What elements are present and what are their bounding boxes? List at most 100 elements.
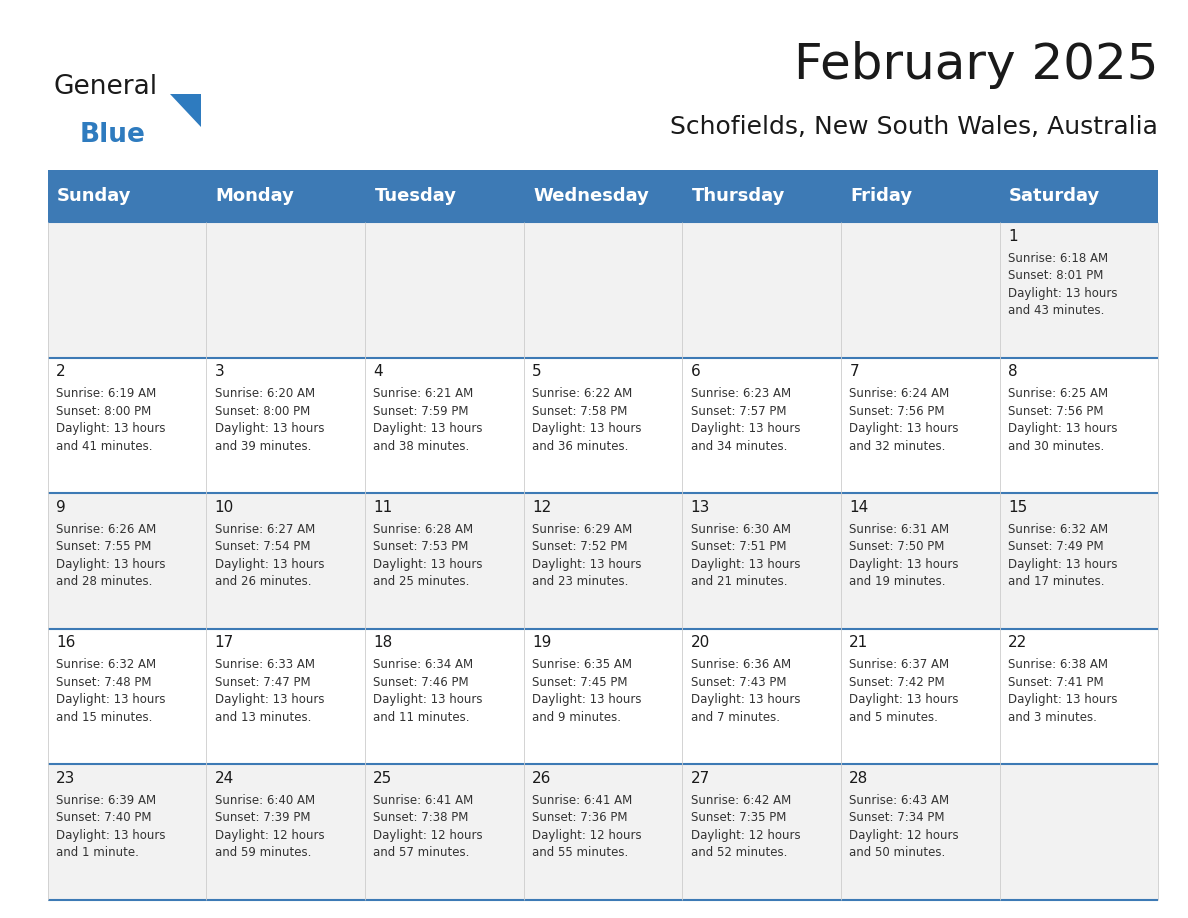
Bar <box>841 629 999 764</box>
Text: Thursday: Thursday <box>691 187 785 205</box>
Text: 22: 22 <box>1007 635 1028 650</box>
Text: Sunrise: 6:23 AM
Sunset: 7:57 PM
Daylight: 13 hours
and 34 minutes.: Sunrise: 6:23 AM Sunset: 7:57 PM Dayligh… <box>690 387 800 453</box>
Bar <box>524 764 682 900</box>
Polygon shape <box>170 94 201 127</box>
Text: Sunrise: 6:19 AM
Sunset: 8:00 PM
Daylight: 13 hours
and 41 minutes.: Sunrise: 6:19 AM Sunset: 8:00 PM Dayligh… <box>56 387 165 453</box>
Bar <box>841 222 999 358</box>
Bar <box>682 629 841 764</box>
Text: Sunrise: 6:18 AM
Sunset: 8:01 PM
Daylight: 13 hours
and 43 minutes.: Sunrise: 6:18 AM Sunset: 8:01 PM Dayligh… <box>1007 252 1118 317</box>
Bar <box>841 764 999 900</box>
Text: Sunrise: 6:31 AM
Sunset: 7:50 PM
Daylight: 13 hours
and 19 minutes.: Sunrise: 6:31 AM Sunset: 7:50 PM Dayligh… <box>849 522 959 588</box>
Text: Sunrise: 6:37 AM
Sunset: 7:42 PM
Daylight: 13 hours
and 5 minutes.: Sunrise: 6:37 AM Sunset: 7:42 PM Dayligh… <box>849 658 959 723</box>
Bar <box>682 493 841 629</box>
Text: Schofields, New South Wales, Australia: Schofields, New South Wales, Australia <box>670 115 1158 139</box>
Bar <box>999 493 1158 629</box>
Bar <box>48 764 207 900</box>
Text: Sunrise: 6:27 AM
Sunset: 7:54 PM
Daylight: 13 hours
and 26 minutes.: Sunrise: 6:27 AM Sunset: 7:54 PM Dayligh… <box>215 522 324 588</box>
Bar <box>999 358 1158 493</box>
Text: 19: 19 <box>532 635 551 650</box>
Bar <box>48 493 207 629</box>
Bar <box>524 358 682 493</box>
Text: Sunrise: 6:32 AM
Sunset: 7:49 PM
Daylight: 13 hours
and 17 minutes.: Sunrise: 6:32 AM Sunset: 7:49 PM Dayligh… <box>1007 522 1118 588</box>
Bar <box>207 222 365 358</box>
Text: 7: 7 <box>849 364 859 379</box>
Text: 13: 13 <box>690 499 710 515</box>
Text: February 2025: February 2025 <box>794 41 1158 89</box>
Text: Sunrise: 6:38 AM
Sunset: 7:41 PM
Daylight: 13 hours
and 3 minutes.: Sunrise: 6:38 AM Sunset: 7:41 PM Dayligh… <box>1007 658 1118 723</box>
Text: Sunrise: 6:34 AM
Sunset: 7:46 PM
Daylight: 13 hours
and 11 minutes.: Sunrise: 6:34 AM Sunset: 7:46 PM Dayligh… <box>373 658 482 723</box>
Bar <box>682 222 841 358</box>
Text: Wednesday: Wednesday <box>533 187 649 205</box>
Text: Sunrise: 6:20 AM
Sunset: 8:00 PM
Daylight: 13 hours
and 39 minutes.: Sunrise: 6:20 AM Sunset: 8:00 PM Dayligh… <box>215 387 324 453</box>
Bar <box>48 170 1158 222</box>
Text: Sunrise: 6:43 AM
Sunset: 7:34 PM
Daylight: 12 hours
and 50 minutes.: Sunrise: 6:43 AM Sunset: 7:34 PM Dayligh… <box>849 793 959 859</box>
Text: Sunrise: 6:40 AM
Sunset: 7:39 PM
Daylight: 12 hours
and 59 minutes.: Sunrise: 6:40 AM Sunset: 7:39 PM Dayligh… <box>215 793 324 859</box>
Bar <box>682 764 841 900</box>
Text: Sunrise: 6:35 AM
Sunset: 7:45 PM
Daylight: 13 hours
and 9 minutes.: Sunrise: 6:35 AM Sunset: 7:45 PM Dayligh… <box>532 658 642 723</box>
Text: Sunrise: 6:21 AM
Sunset: 7:59 PM
Daylight: 13 hours
and 38 minutes.: Sunrise: 6:21 AM Sunset: 7:59 PM Dayligh… <box>373 387 482 453</box>
Text: 9: 9 <box>56 499 65 515</box>
Bar <box>207 764 365 900</box>
Text: Sunrise: 6:36 AM
Sunset: 7:43 PM
Daylight: 13 hours
and 7 minutes.: Sunrise: 6:36 AM Sunset: 7:43 PM Dayligh… <box>690 658 800 723</box>
Text: Sunrise: 6:30 AM
Sunset: 7:51 PM
Daylight: 13 hours
and 21 minutes.: Sunrise: 6:30 AM Sunset: 7:51 PM Dayligh… <box>690 522 800 588</box>
Text: Friday: Friday <box>851 187 912 205</box>
Text: 11: 11 <box>373 499 392 515</box>
Text: Sunrise: 6:26 AM
Sunset: 7:55 PM
Daylight: 13 hours
and 28 minutes.: Sunrise: 6:26 AM Sunset: 7:55 PM Dayligh… <box>56 522 165 588</box>
Text: Monday: Monday <box>216 187 295 205</box>
Text: Sunrise: 6:24 AM
Sunset: 7:56 PM
Daylight: 13 hours
and 32 minutes.: Sunrise: 6:24 AM Sunset: 7:56 PM Dayligh… <box>849 387 959 453</box>
Text: Sunrise: 6:32 AM
Sunset: 7:48 PM
Daylight: 13 hours
and 15 minutes.: Sunrise: 6:32 AM Sunset: 7:48 PM Dayligh… <box>56 658 165 723</box>
Text: Sunrise: 6:29 AM
Sunset: 7:52 PM
Daylight: 13 hours
and 23 minutes.: Sunrise: 6:29 AM Sunset: 7:52 PM Dayligh… <box>532 522 642 588</box>
Bar <box>365 629 524 764</box>
Bar <box>524 629 682 764</box>
Bar <box>524 222 682 358</box>
Text: Saturday: Saturday <box>1009 187 1100 205</box>
Text: Sunrise: 6:28 AM
Sunset: 7:53 PM
Daylight: 13 hours
and 25 minutes.: Sunrise: 6:28 AM Sunset: 7:53 PM Dayligh… <box>373 522 482 588</box>
Bar <box>682 358 841 493</box>
Bar <box>999 629 1158 764</box>
Text: Blue: Blue <box>80 122 145 149</box>
Bar <box>207 358 365 493</box>
Bar <box>48 222 207 358</box>
Bar <box>365 222 524 358</box>
Text: 10: 10 <box>215 499 234 515</box>
Bar <box>365 358 524 493</box>
Text: 23: 23 <box>56 770 75 786</box>
Text: 24: 24 <box>215 770 234 786</box>
Text: Sunrise: 6:41 AM
Sunset: 7:38 PM
Daylight: 12 hours
and 57 minutes.: Sunrise: 6:41 AM Sunset: 7:38 PM Dayligh… <box>373 793 482 859</box>
Bar <box>365 764 524 900</box>
Text: Sunday: Sunday <box>57 187 132 205</box>
Text: 20: 20 <box>690 635 709 650</box>
Text: Sunrise: 6:42 AM
Sunset: 7:35 PM
Daylight: 12 hours
and 52 minutes.: Sunrise: 6:42 AM Sunset: 7:35 PM Dayligh… <box>690 793 801 859</box>
Text: Sunrise: 6:22 AM
Sunset: 7:58 PM
Daylight: 13 hours
and 36 minutes.: Sunrise: 6:22 AM Sunset: 7:58 PM Dayligh… <box>532 387 642 453</box>
Text: Sunrise: 6:41 AM
Sunset: 7:36 PM
Daylight: 12 hours
and 55 minutes.: Sunrise: 6:41 AM Sunset: 7:36 PM Dayligh… <box>532 793 642 859</box>
Text: 4: 4 <box>373 364 383 379</box>
Text: 26: 26 <box>532 770 551 786</box>
Text: 28: 28 <box>849 770 868 786</box>
Text: 17: 17 <box>215 635 234 650</box>
Text: Sunrise: 6:39 AM
Sunset: 7:40 PM
Daylight: 13 hours
and 1 minute.: Sunrise: 6:39 AM Sunset: 7:40 PM Dayligh… <box>56 793 165 859</box>
Text: 16: 16 <box>56 635 75 650</box>
Text: 27: 27 <box>690 770 709 786</box>
Text: 18: 18 <box>373 635 392 650</box>
Text: 8: 8 <box>1007 364 1018 379</box>
Bar <box>999 764 1158 900</box>
Text: 3: 3 <box>215 364 225 379</box>
Bar <box>841 358 999 493</box>
Text: 5: 5 <box>532 364 542 379</box>
Bar <box>207 493 365 629</box>
Text: 15: 15 <box>1007 499 1028 515</box>
Text: 25: 25 <box>373 770 392 786</box>
Text: 14: 14 <box>849 499 868 515</box>
Text: 12: 12 <box>532 499 551 515</box>
Bar <box>365 493 524 629</box>
Text: Tuesday: Tuesday <box>374 187 456 205</box>
Text: Sunrise: 6:33 AM
Sunset: 7:47 PM
Daylight: 13 hours
and 13 minutes.: Sunrise: 6:33 AM Sunset: 7:47 PM Dayligh… <box>215 658 324 723</box>
Text: 21: 21 <box>849 635 868 650</box>
Bar <box>524 493 682 629</box>
Text: 2: 2 <box>56 364 65 379</box>
Bar <box>841 493 999 629</box>
Text: 1: 1 <box>1007 229 1018 243</box>
Bar <box>48 358 207 493</box>
Bar <box>999 222 1158 358</box>
Bar <box>48 629 207 764</box>
